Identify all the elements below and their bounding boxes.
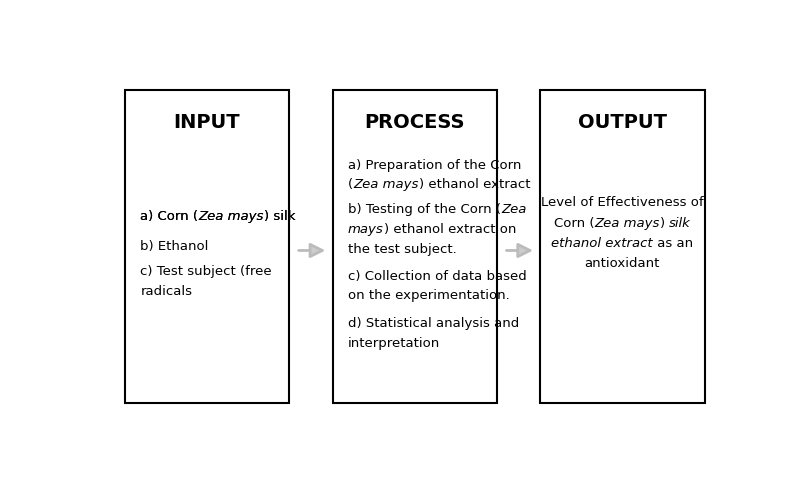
Text: radicals: radicals xyxy=(140,285,192,298)
Text: the test subject.: the test subject. xyxy=(348,244,457,256)
Text: a) Preparation of the Corn: a) Preparation of the Corn xyxy=(348,159,522,172)
Text: INPUT: INPUT xyxy=(174,113,240,132)
Text: Zea mays: Zea mays xyxy=(594,217,660,230)
Text: OUTPUT: OUTPUT xyxy=(578,113,667,132)
Text: b) Testing of the Corn (: b) Testing of the Corn ( xyxy=(348,203,501,216)
Text: ) silk: ) silk xyxy=(264,210,295,223)
Text: antioxidant: antioxidant xyxy=(585,257,660,270)
Text: silk: silk xyxy=(669,217,691,230)
Bar xyxy=(333,90,497,403)
Text: ) silk: ) silk xyxy=(264,210,295,223)
Text: Zea mays: Zea mays xyxy=(198,210,264,223)
Text: ethanol extract: ethanol extract xyxy=(551,237,653,250)
Text: as an: as an xyxy=(653,237,694,250)
Text: on the experimentation.: on the experimentation. xyxy=(348,289,510,303)
Text: Zea: Zea xyxy=(501,203,526,216)
Text: c) Test subject (free: c) Test subject (free xyxy=(140,265,272,278)
Text: Zea mays: Zea mays xyxy=(198,210,264,223)
Text: d) Statistical analysis and: d) Statistical analysis and xyxy=(348,317,519,330)
Text: a) Corn (: a) Corn ( xyxy=(140,210,198,223)
Text: PROCESS: PROCESS xyxy=(365,113,465,132)
Bar xyxy=(125,90,289,403)
Text: a) Corn (: a) Corn ( xyxy=(140,210,198,223)
Text: Corn (: Corn ( xyxy=(554,217,594,230)
Text: interpretation: interpretation xyxy=(348,337,440,350)
Text: ): ) xyxy=(660,217,669,230)
Text: Level of Effectiveness of: Level of Effectiveness of xyxy=(541,196,704,209)
Text: (: ( xyxy=(348,178,353,190)
Text: c) Collection of data based: c) Collection of data based xyxy=(348,270,526,283)
Text: b) Ethanol: b) Ethanol xyxy=(140,240,209,253)
Text: ) ethanol extract on: ) ethanol extract on xyxy=(384,223,516,236)
Text: ) ethanol extract: ) ethanol extract xyxy=(418,178,530,190)
Text: Zea mays: Zea mays xyxy=(353,178,418,190)
Bar xyxy=(540,90,705,403)
Text: mays: mays xyxy=(348,223,384,236)
